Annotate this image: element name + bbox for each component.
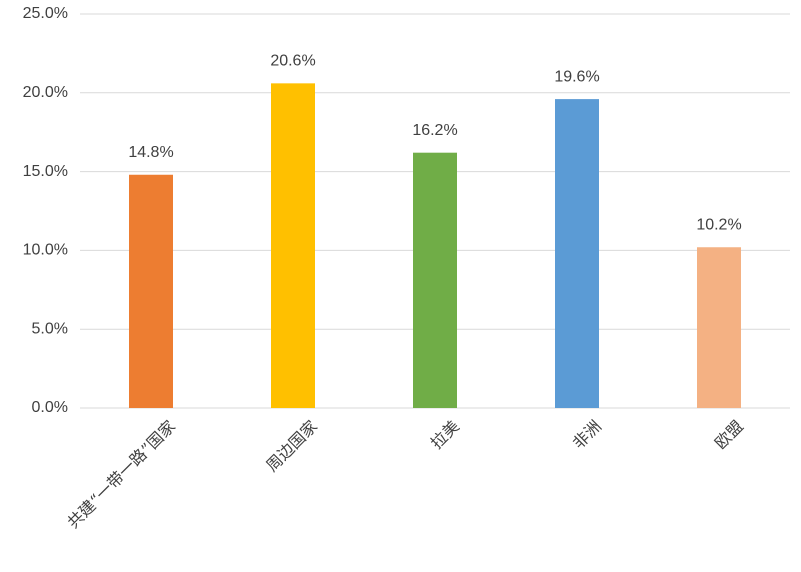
- x-tick-label: 周边国家: [262, 417, 321, 476]
- data-label: 14.8%: [128, 144, 173, 161]
- bar: [413, 152, 457, 408]
- y-tick-label: 5.0%: [32, 320, 68, 337]
- data-label: 19.6%: [554, 68, 599, 85]
- x-tick-label: 拉美: [427, 417, 463, 453]
- bar: [271, 83, 315, 409]
- bar: [697, 247, 741, 408]
- y-tick-label: 10.0%: [23, 242, 68, 259]
- bar: [129, 174, 173, 408]
- y-tick-label: 15.0%: [23, 163, 68, 180]
- bar: [555, 99, 599, 408]
- x-tick-label: 欧盟: [711, 417, 747, 453]
- x-tick-label: 非洲: [569, 417, 605, 453]
- x-tick-label: 共建“一带一路”国家: [63, 417, 179, 533]
- data-label: 20.6%: [270, 53, 315, 70]
- data-label: 10.2%: [696, 216, 741, 233]
- y-tick-label: 20.0%: [23, 84, 68, 101]
- y-tick-label: 0.0%: [32, 399, 68, 416]
- data-label: 16.2%: [412, 122, 457, 139]
- y-tick-label: 25.0%: [23, 5, 68, 22]
